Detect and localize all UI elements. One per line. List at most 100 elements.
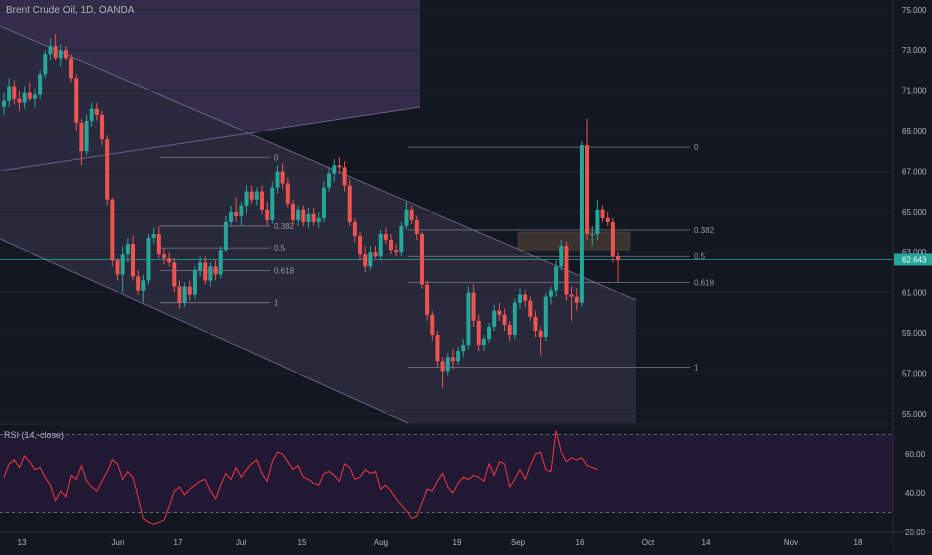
candle[interactable]	[538, 326, 543, 356]
candle[interactable]	[507, 320, 512, 342]
candle-body[interactable]	[105, 139, 110, 200]
candle[interactable]	[63, 46, 68, 61]
candle-body[interactable]	[48, 46, 53, 55]
candle-body[interactable]	[203, 262, 208, 281]
candle[interactable]	[456, 347, 461, 366]
candle-body[interactable]	[383, 234, 388, 241]
candle[interactable]	[352, 217, 357, 243]
candle-body[interactable]	[394, 250, 399, 253]
candle[interactable]	[383, 227, 388, 245]
candle-body[interactable]	[84, 120, 89, 152]
candle[interactable]	[445, 353, 450, 376]
candle[interactable]	[125, 238, 130, 263]
candle[interactable]	[110, 197, 115, 267]
candle[interactable]	[187, 280, 192, 301]
candle-body[interactable]	[79, 122, 84, 152]
candle[interactable]	[131, 236, 135, 281]
candle-body[interactable]	[368, 252, 373, 267]
candle-body[interactable]	[229, 211, 234, 222]
candle-body[interactable]	[564, 246, 569, 295]
candle-body[interactable]	[507, 324, 512, 336]
candle[interactable]	[156, 225, 161, 259]
candle[interactable]	[27, 82, 32, 101]
candle-body[interactable]	[327, 173, 332, 188]
candle-body[interactable]	[430, 314, 435, 336]
candle-body[interactable]	[156, 234, 161, 255]
candle[interactable]	[141, 274, 146, 303]
candle-body[interactable]	[177, 286, 182, 303]
candle-body[interactable]	[538, 330, 543, 338]
candle-body[interactable]	[605, 217, 610, 222]
candle[interactable]	[58, 44, 63, 67]
candle-body[interactable]	[74, 78, 79, 123]
candle[interactable]	[518, 288, 522, 309]
candle[interactable]	[290, 199, 295, 226]
candle-body[interactable]	[290, 203, 295, 220]
candle-body[interactable]	[182, 286, 187, 303]
candle[interactable]	[569, 286, 574, 321]
candle-body[interactable]	[198, 262, 203, 271]
candle-body[interactable]	[32, 94, 37, 99]
candle[interactable]	[461, 339, 466, 358]
candle[interactable]	[321, 181, 326, 222]
candle[interactable]	[182, 282, 187, 307]
candle-body[interactable]	[89, 108, 94, 121]
candle-body[interactable]	[610, 221, 615, 257]
candle[interactable]	[327, 167, 332, 192]
candle[interactable]	[100, 110, 105, 146]
candle-body[interactable]	[244, 191, 249, 206]
candle-body[interactable]	[352, 221, 357, 237]
candle-body[interactable]	[161, 254, 166, 259]
candle[interactable]	[502, 308, 507, 331]
candle-body[interactable]	[471, 292, 476, 321]
candle[interactable]	[440, 357, 445, 388]
candle-body[interactable]	[27, 92, 32, 99]
candle[interactable]	[610, 217, 615, 263]
candle-body[interactable]	[136, 276, 141, 291]
candle-body[interactable]	[404, 209, 409, 226]
candle[interactable]	[466, 286, 471, 350]
candle[interactable]	[136, 270, 141, 295]
candle[interactable]	[234, 197, 239, 222]
candle[interactable]	[316, 211, 321, 228]
candle-body[interactable]	[595, 209, 600, 235]
candle-body[interactable]	[409, 209, 414, 220]
candle[interactable]	[543, 292, 548, 342]
candle-body[interactable]	[616, 256, 621, 261]
candle-body[interactable]	[285, 183, 290, 204]
candle[interactable]	[419, 232, 424, 289]
candle-body[interactable]	[543, 296, 548, 338]
candle[interactable]	[435, 330, 440, 368]
candle[interactable]	[497, 302, 502, 321]
resistance-zone[interactable]	[517, 231, 631, 251]
candle-body[interactable]	[378, 234, 383, 257]
candle-body[interactable]	[275, 171, 280, 188]
candle-body[interactable]	[296, 209, 301, 220]
candle[interactable]	[38, 70, 43, 99]
candle[interactable]	[347, 179, 352, 226]
candle-body[interactable]	[358, 236, 363, 255]
candle[interactable]	[476, 314, 481, 352]
candle[interactable]	[275, 165, 280, 194]
candle-body[interactable]	[151, 234, 156, 239]
candle-body[interactable]	[2, 100, 6, 107]
candle-body[interactable]	[321, 187, 326, 218]
candle[interactable]	[404, 201, 409, 230]
candle[interactable]	[2, 92, 6, 115]
candle[interactable]	[32, 88, 37, 107]
candle[interactable]	[198, 256, 203, 277]
candle-body[interactable]	[342, 167, 347, 186]
candle-body[interactable]	[518, 294, 522, 303]
candle[interactable]	[332, 159, 337, 182]
candle-body[interactable]	[590, 234, 595, 236]
candle-body[interactable]	[569, 294, 574, 297]
candle[interactable]	[590, 225, 595, 247]
candle-body[interactable]	[512, 302, 517, 336]
candle[interactable]	[89, 102, 94, 127]
candle-body[interactable]	[399, 225, 404, 253]
candle[interactable]	[213, 260, 218, 281]
candle-body[interactable]	[461, 345, 466, 352]
candle-body[interactable]	[223, 221, 228, 251]
candle[interactable]	[389, 234, 393, 255]
candle[interactable]	[296, 205, 301, 226]
